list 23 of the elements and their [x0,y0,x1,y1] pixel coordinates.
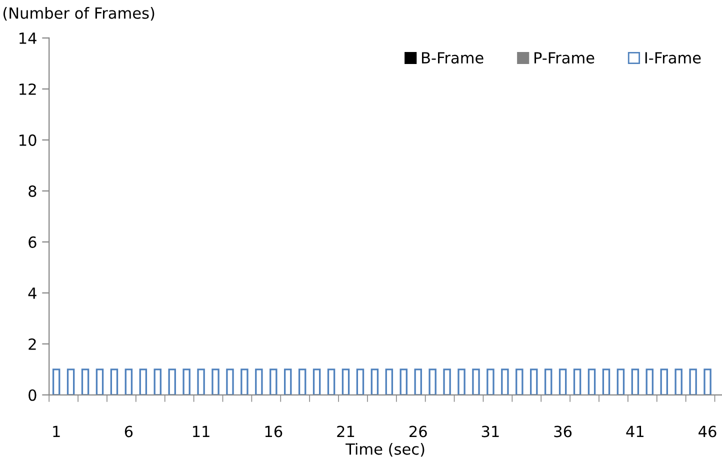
x-tick-label: 26 [410,426,427,438]
y-axis-title: (Number of Frames) [3,7,154,21]
x-tick-label: 16 [265,426,282,438]
x-tick-label: 6 [124,426,133,438]
x-tick-label: 31 [482,426,499,438]
x-tick-label: 1 [53,426,60,438]
y-tick-label: 6 [28,236,36,248]
legend-label: P-Frame [534,52,594,64]
y-tick-label: 12 [20,83,36,95]
y-tick-label: 10 [20,134,36,146]
legend-label: B-Frame [422,52,484,64]
x-axis-title: Time (sec) [346,443,424,457]
y-tick-label: 0 [28,389,36,401]
x-tick-label: 21 [337,426,354,438]
x-tick-label: 46 [698,426,716,438]
y-tick-label: 4 [28,288,36,299]
legend-label: I-Frame [645,52,701,64]
y-tick-label: 14 [20,32,36,44]
x-tick-label: 36 [554,426,572,438]
y-tick-label: 8 [28,185,36,197]
y-tick-label: 2 [28,338,36,350]
x-tick-label: 11 [193,426,210,438]
x-tick-label: 41 [626,426,644,438]
